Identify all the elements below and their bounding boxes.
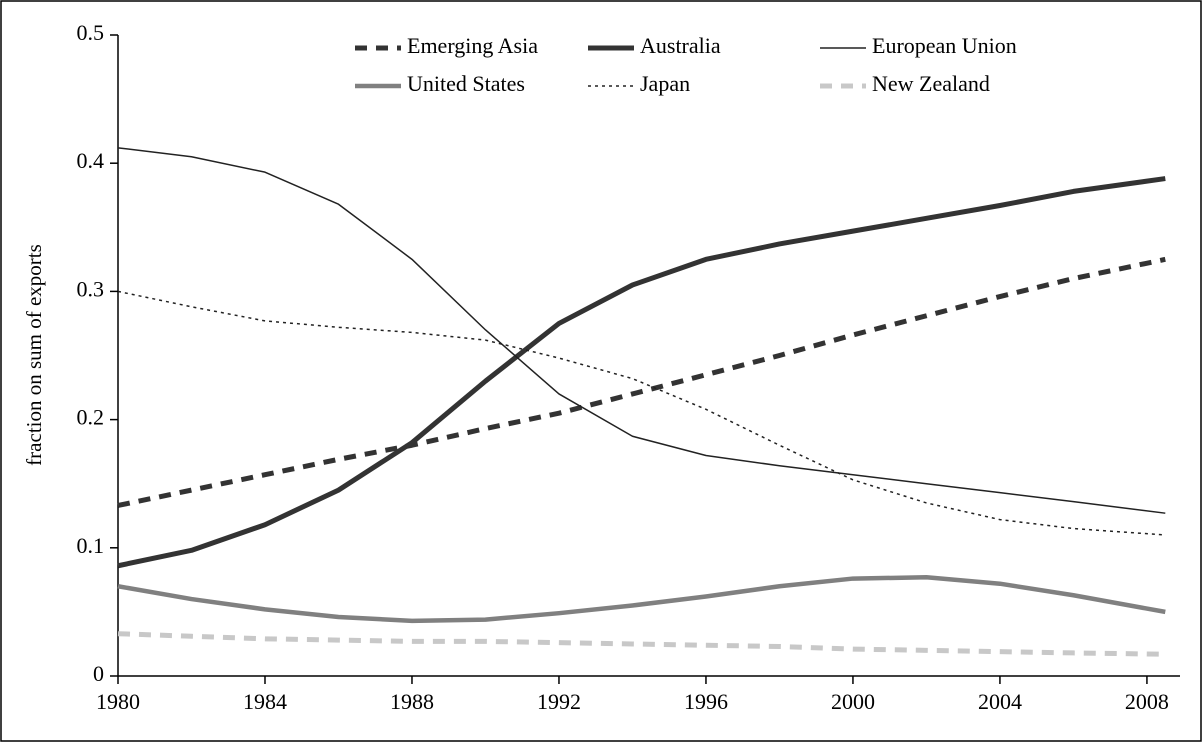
series-line [117, 631, 1166, 657]
x-tick-label: 1988 [390, 689, 434, 714]
legend-label: United States [407, 71, 525, 96]
series-line [117, 575, 1166, 624]
x-tick-label: 2004 [978, 689, 1022, 714]
y-axis-label: fraction on sum of exports [22, 244, 46, 466]
legend-label: Australia [640, 33, 721, 58]
legend-label: Japan [640, 71, 690, 96]
series-line [117, 147, 1166, 514]
x-tick-label: 1980 [96, 689, 140, 714]
x-tick-label: 2000 [831, 689, 875, 714]
x-tick-label: 1996 [684, 689, 728, 714]
series-line [117, 176, 1166, 569]
legend-label: Emerging Asia [407, 33, 538, 58]
legend-label: European Union [872, 33, 1017, 58]
x-tick-label: 1992 [537, 689, 581, 714]
y-tick-label: 0.3 [77, 276, 105, 301]
y-tick-label: 0.5 [77, 20, 105, 45]
x-tick-label: 1984 [243, 689, 287, 714]
y-tick-label: 0.4 [77, 148, 105, 173]
y-tick-label: 0.1 [77, 533, 105, 558]
legend-label: New Zealand [872, 71, 990, 96]
y-tick-label: 0.2 [77, 405, 105, 430]
series-line [117, 256, 1166, 508]
y-tick-label: 0 [93, 661, 104, 686]
x-tick-label: 2008 [1125, 689, 1169, 714]
